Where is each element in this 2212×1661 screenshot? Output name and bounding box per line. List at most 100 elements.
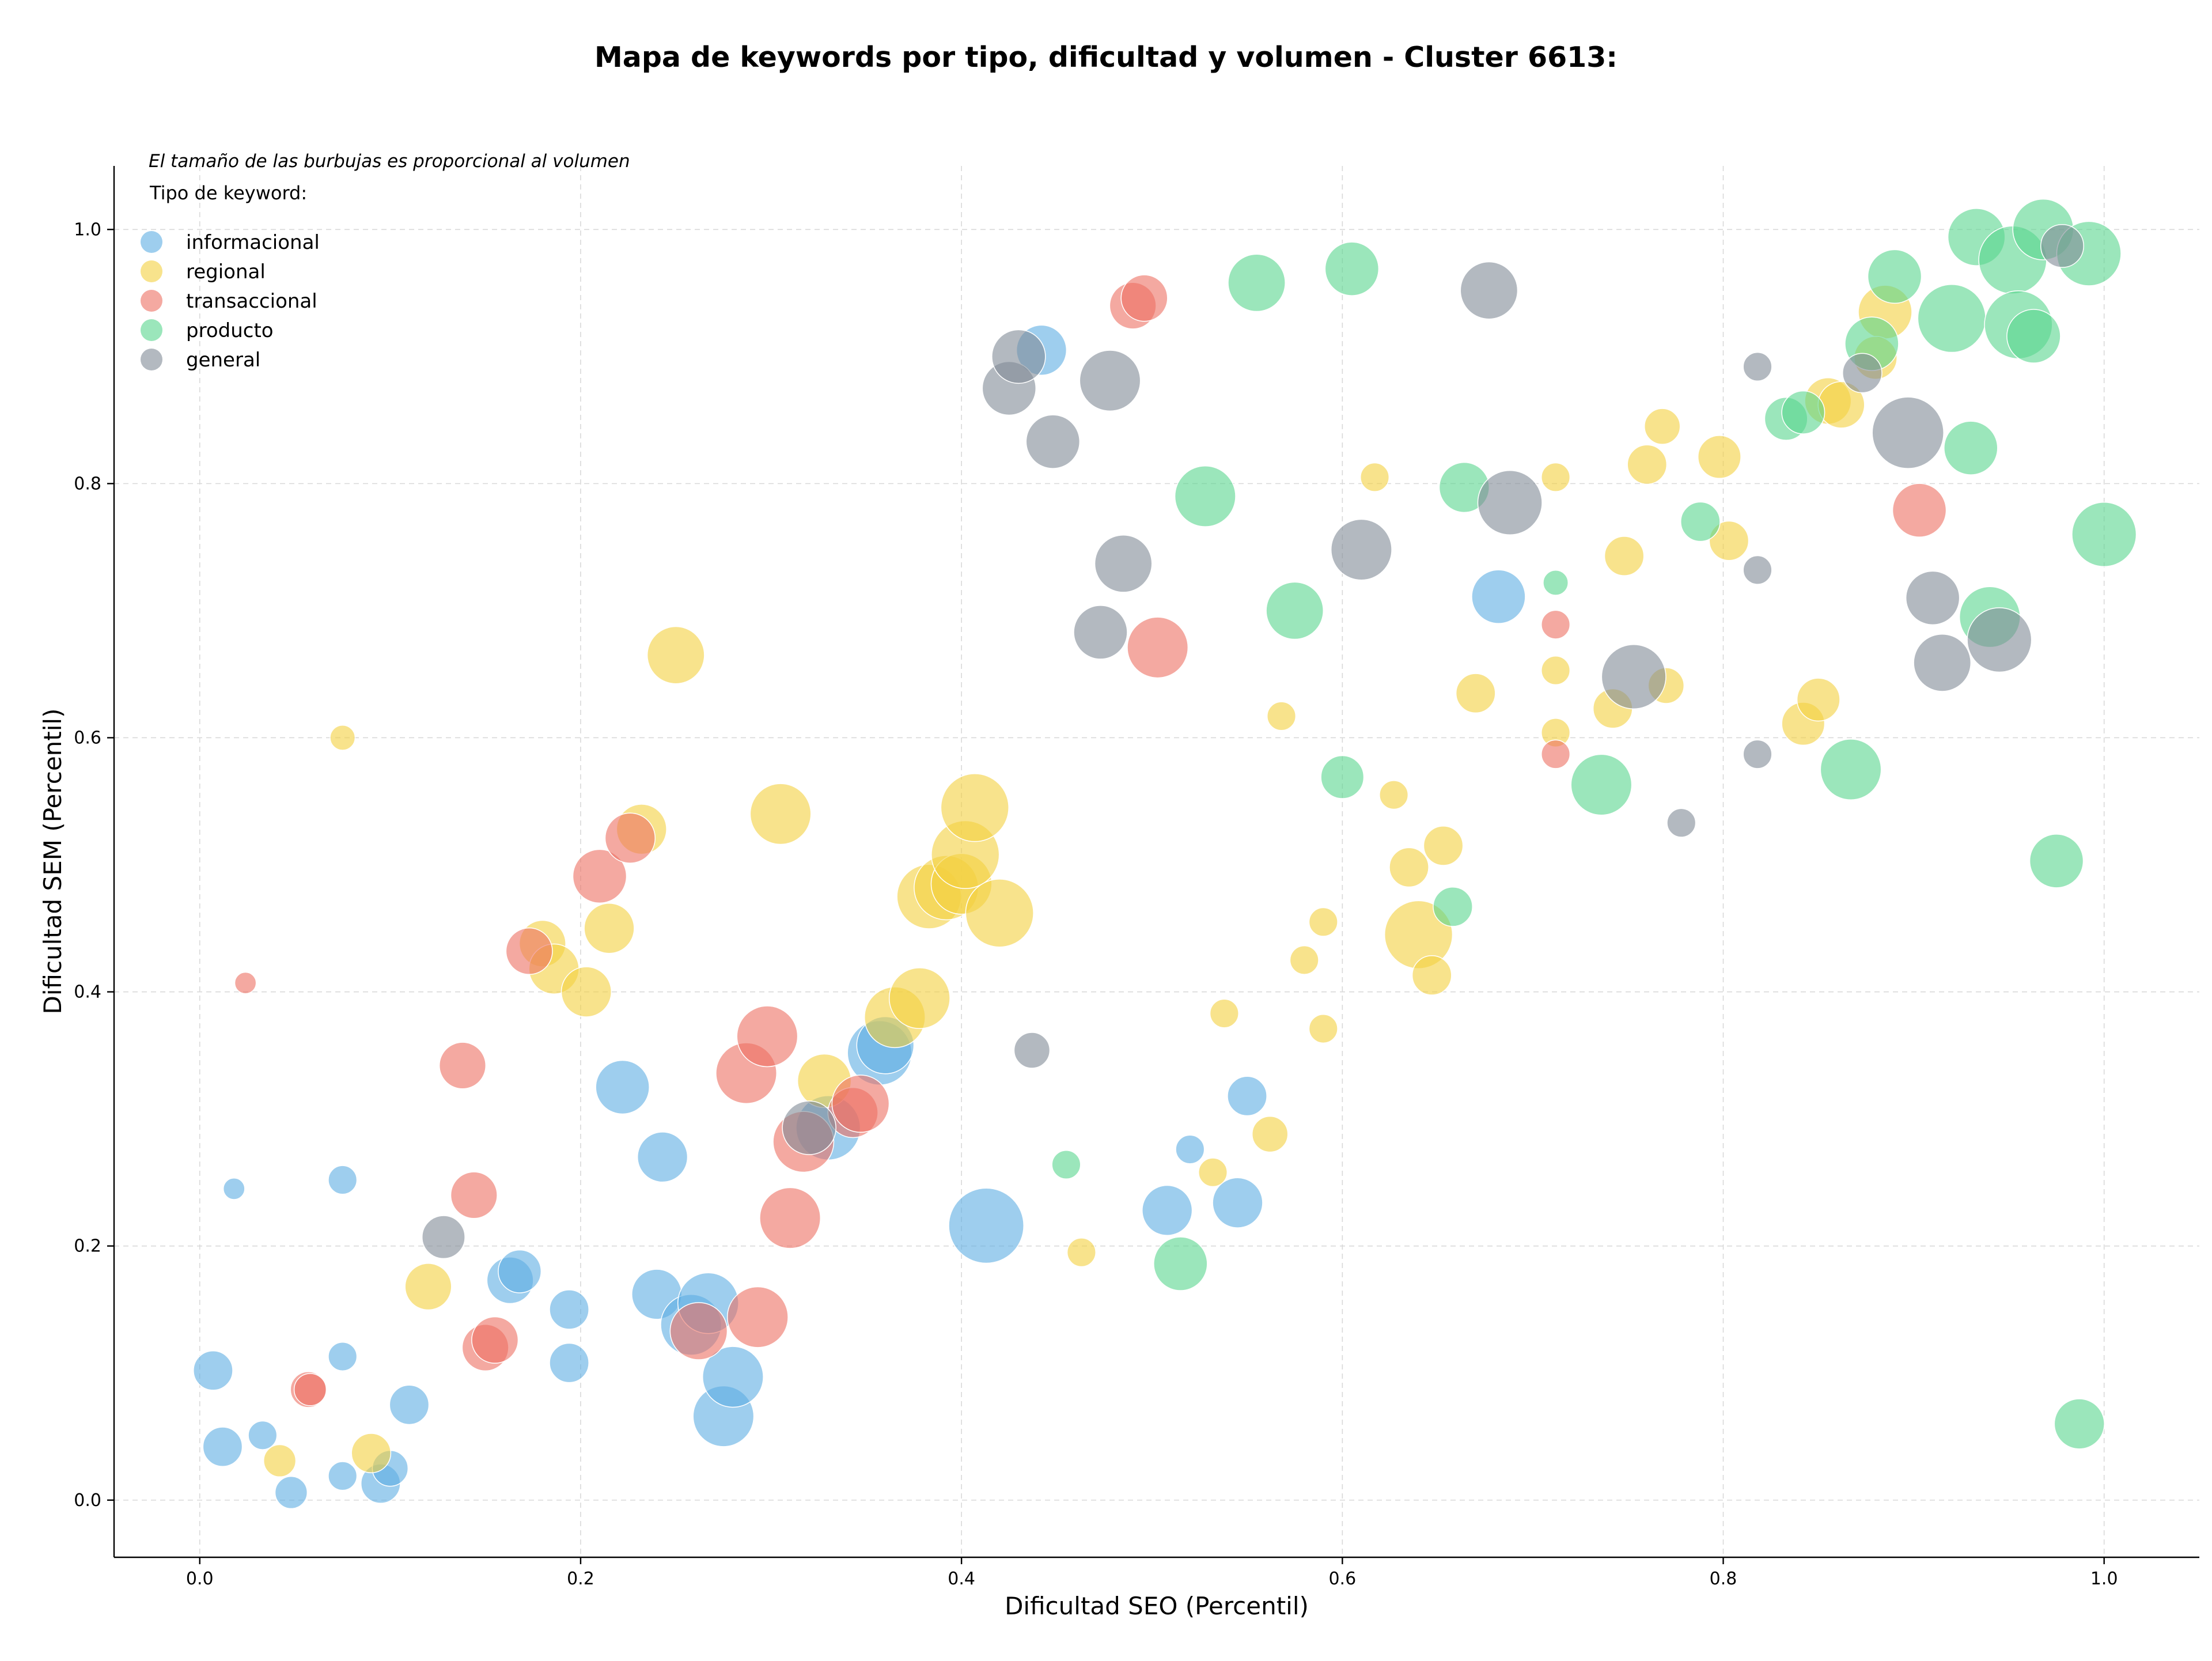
bubble-general (782, 1100, 836, 1155)
bubble-regional (1411, 955, 1452, 996)
bubble-informacional (1227, 1076, 1267, 1117)
bubble-informacional (1142, 1185, 1193, 1236)
bubble-producto (1174, 465, 1236, 527)
bubble-regional (965, 879, 1034, 948)
bubble-regional (404, 1263, 452, 1311)
bubble-transaccional (726, 1286, 789, 1348)
y-tick-label: 0.4 (74, 982, 101, 1002)
bubble-producto (1433, 886, 1473, 927)
y-tick-label: 0.6 (74, 728, 101, 748)
bubble-transaccional (1541, 610, 1571, 640)
bubble-transaccional (831, 1074, 890, 1133)
axis-ticks: 0.0 0.2 0.4 0.6 0.8 1.0 0.0 0.2 0.4 0.6 0.8 1.0 (74, 220, 2118, 1589)
bubble-general (991, 329, 1046, 384)
bubble-producto (2006, 309, 2061, 364)
y-tick-label: 1.0 (74, 220, 101, 240)
bubble-regional (351, 1433, 392, 1474)
bubble-general (1013, 1032, 1051, 1069)
bubble-general (1601, 644, 1666, 710)
x-tick-label: 0.0 (186, 1569, 214, 1589)
bubble-informacional (193, 1350, 233, 1391)
bubble-transaccional (293, 1373, 327, 1406)
bubble-regional (1697, 435, 1741, 479)
bubble-size-note: El tamaño de las burbujas es proporciona… (149, 151, 630, 172)
bubble-general (421, 1215, 465, 1259)
bubble-regional (646, 626, 705, 684)
bubble-producto (1944, 421, 1998, 475)
bubble-transaccional (1120, 274, 1168, 322)
legend-marker-informacional (141, 231, 162, 253)
bubble-producto (1570, 754, 1633, 816)
chart-title: Mapa de keywords por tipo, dificultad y … (594, 41, 1618, 74)
bubble-producto (1917, 284, 1986, 353)
bubble-producto (2054, 1398, 2105, 1450)
bubble-regional (1604, 536, 1645, 576)
bubble-general (1079, 350, 1141, 412)
bubble-informacional (549, 1289, 589, 1330)
bubble-transaccional (572, 849, 627, 904)
bubble-regional (1266, 701, 1297, 731)
y-tick-label: 0.2 (74, 1236, 101, 1257)
bubble-producto (1543, 569, 1569, 596)
bubble-regional (1796, 678, 1840, 722)
bubble-regional (940, 773, 1009, 842)
bubble-general (1913, 633, 1972, 692)
bubble-regional (329, 725, 356, 751)
bubble-regional (1359, 462, 1390, 492)
bubble-producto (1820, 739, 1882, 801)
bubble-general (1094, 534, 1153, 593)
bubble-regional (1289, 945, 1319, 975)
bubble-regional (1379, 780, 1409, 810)
x-tick-label: 0.4 (948, 1569, 975, 1589)
bubble-regional (1709, 520, 1749, 561)
bubble-transaccional (759, 1187, 821, 1249)
bubble-informacional (328, 1165, 358, 1195)
bubble-transaccional (604, 812, 656, 864)
x-tick-label: 1.0 (2090, 1569, 2118, 1589)
bubble-transaccional (1541, 739, 1571, 769)
bubble-general (1905, 570, 1960, 626)
bubble-producto (1867, 249, 1922, 304)
y-tick-label: 0.0 (74, 1490, 101, 1511)
bubble-producto (1051, 1149, 1081, 1180)
bubble-producto (1228, 253, 1286, 312)
bubble-informacional (222, 1178, 245, 1200)
bubble-informacional (549, 1342, 589, 1383)
legend: Tipo de keyword: informacional regional tr… (141, 182, 320, 372)
bubble-regional (263, 1444, 297, 1478)
bubble-general (1477, 470, 1543, 536)
bubble-regional (1198, 1157, 1228, 1187)
bubble-informacional (202, 1427, 243, 1467)
bubble-producto (1324, 241, 1380, 296)
bubble-regional (1627, 444, 1668, 485)
bubble-informacional (595, 1060, 650, 1115)
x-tick-label: 0.8 (1710, 1569, 1737, 1589)
bubble-regional (1423, 826, 1464, 866)
series-transaccional (234, 274, 1947, 1408)
bubble-informacional (1175, 1134, 1205, 1164)
bubble-producto (1153, 1236, 1208, 1291)
bubble-transaccional (1127, 616, 1189, 679)
bubble-regional (1643, 408, 1681, 445)
bubble-informacional (498, 1249, 542, 1293)
legend-label-general: general (186, 349, 260, 372)
bubble-producto (1680, 501, 1721, 542)
bubble-general (1330, 519, 1392, 581)
bubble-regional (1308, 907, 1338, 937)
bubble-informacional (328, 1461, 358, 1491)
legend-items: informacional regional transaccional produc… (141, 231, 320, 372)
bubble-transaccional (736, 1005, 798, 1068)
series-producto (1051, 198, 2137, 1450)
bubble-informacional (328, 1341, 358, 1372)
bubble-informacional (637, 1132, 688, 1183)
bubble-general (1842, 353, 1883, 394)
legend-label-regional: regional (186, 260, 266, 283)
bubble-transaccional (1892, 483, 1947, 538)
bubble-transaccional (234, 971, 257, 994)
bubble-transaccional (505, 927, 553, 975)
legend-marker-regional (141, 260, 162, 282)
bubble-producto (2029, 834, 2084, 888)
series-general (421, 224, 2084, 1259)
bubble-informacional (248, 1420, 278, 1450)
